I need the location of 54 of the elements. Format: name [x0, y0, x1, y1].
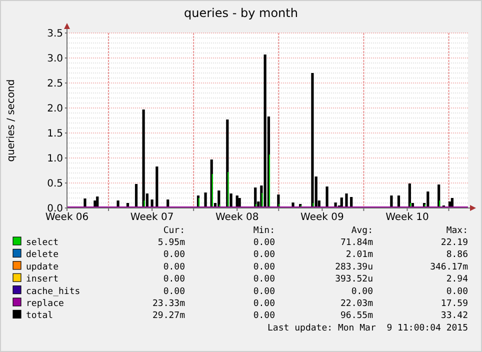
y-axis-title: queries / second — [6, 79, 17, 162]
x-tick-label: Week 09 — [300, 212, 344, 223]
text: Last update: Mon Mar 9 11:00:04 2015 — [268, 323, 468, 334]
text: 96.55m — [340, 311, 373, 322]
text: 5.95m — [158, 238, 185, 248]
legend-label: total — [26, 311, 54, 322]
legend-label: cache_hits — [26, 286, 80, 297]
y-tick-label: 1.5 — [47, 128, 63, 140]
text: 33.42 — [440, 311, 468, 322]
text: Min: — [253, 226, 275, 236]
text: 0.00 — [253, 250, 275, 260]
x-tick-label: Week 06 — [45, 212, 89, 223]
legend-label: update — [26, 262, 59, 272]
text: Max: — [446, 226, 468, 236]
x-tick-label: Week 10 — [386, 212, 429, 223]
text: 393.52u — [335, 274, 373, 285]
y-tick-label: 2.0 — [47, 104, 63, 114]
text: 0.00 — [253, 286, 275, 297]
text: 0.00 — [163, 262, 185, 272]
chart-title: queries - by month — [184, 6, 298, 20]
legend-label: insert — [26, 274, 59, 285]
text: 2.94 — [446, 274, 468, 285]
text: 23.33m — [152, 299, 185, 309]
text: 0.00 — [253, 238, 275, 248]
text: 0.00 — [163, 250, 185, 260]
y-tick-label: 2.5 — [47, 78, 63, 90]
text: 0.00 — [253, 299, 275, 309]
text: 0.00 — [253, 262, 275, 272]
text: 0.00 — [351, 286, 373, 297]
text: Avg: — [351, 226, 373, 236]
text: 2.01m — [346, 250, 373, 260]
text: 17.59 — [440, 299, 468, 309]
text: 22.03m — [340, 299, 373, 309]
text: 22.19 — [440, 238, 468, 248]
text: 283.39u — [335, 262, 373, 272]
text: 0.00 — [253, 274, 275, 285]
text: 0.00 — [253, 311, 275, 322]
text: 8.86 — [446, 250, 468, 260]
legend-label: select — [26, 238, 59, 248]
x-tick-label: Week 07 — [130, 212, 174, 223]
text: 346.17m — [430, 262, 468, 272]
text: 0.00 — [163, 274, 185, 285]
text: Cur: — [163, 226, 185, 236]
y-tick-label: 3.5 — [47, 28, 63, 40]
text: 0.00 — [446, 286, 468, 297]
y-tick-label: 1.0 — [47, 154, 63, 164]
legend-label: delete — [26, 250, 59, 260]
legend-label: replace — [26, 299, 64, 309]
text: 0.00 — [163, 286, 185, 297]
x-tick-label: Week 08 — [215, 212, 259, 223]
y-tick-label: 0.5 — [47, 178, 63, 190]
text: 29.27m — [152, 311, 185, 322]
y-tick-label: 3.0 — [47, 54, 63, 64]
text: 71.84m — [340, 238, 373, 248]
